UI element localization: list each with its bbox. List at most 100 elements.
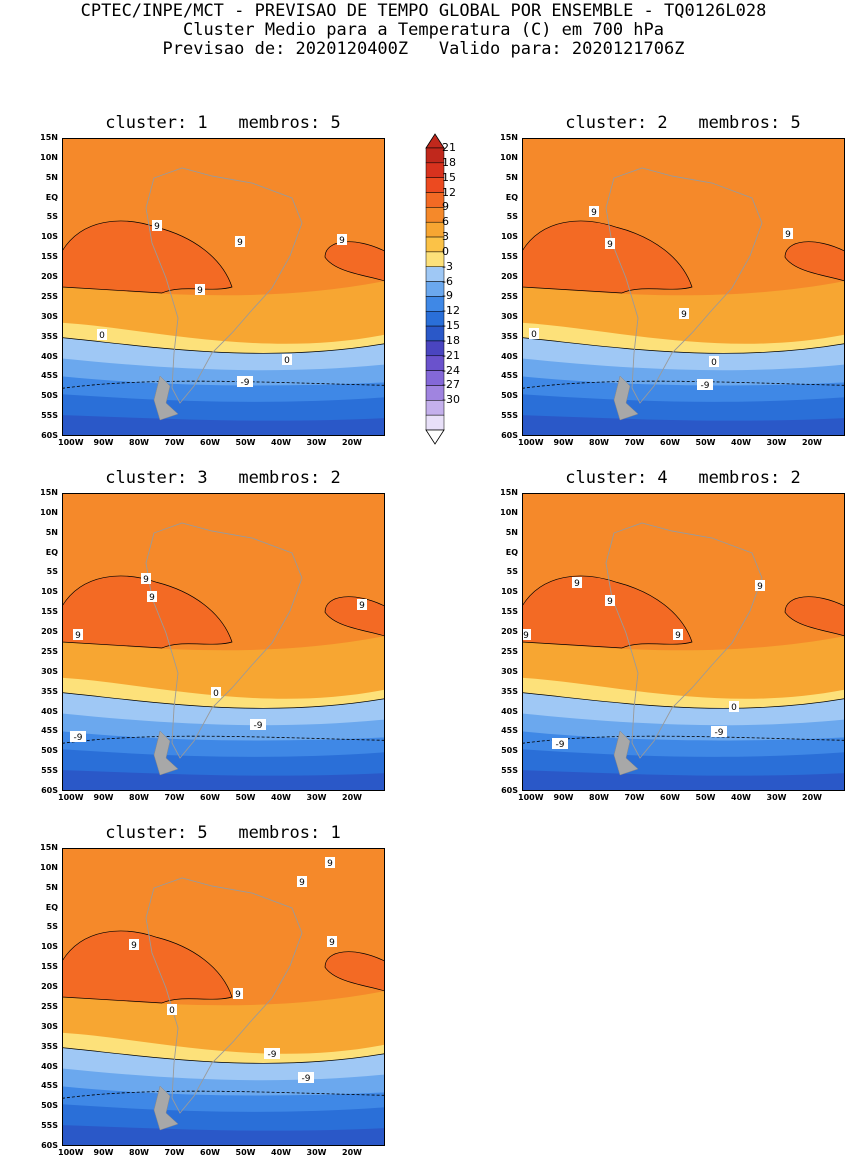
lat-tick-label: 60S [41, 1141, 58, 1150]
lat-tick-label: 20S [501, 627, 518, 637]
lat-tick-label: 15N [40, 488, 58, 497]
lat-tick-label: 25S [501, 291, 518, 301]
contour-label: 9 [152, 220, 162, 232]
contour-label: -9 [697, 379, 713, 391]
lat-tick-label: 60S [501, 431, 518, 440]
temperature-map: 9 9 9 9 0 0 -9 [62, 138, 385, 436]
lon-tick-label: 30W [306, 438, 327, 447]
lat-tick-label: 60S [41, 431, 58, 440]
svg-text:9: 9 [339, 236, 345, 246]
lat-tick-label: 30S [41, 311, 58, 321]
lat-tick-label: 45S [41, 726, 58, 736]
contour-label: -9 [298, 1072, 314, 1084]
lon-tick-label: 70W [164, 1148, 185, 1157]
contour-label: 0 [211, 687, 221, 699]
lon-tick-label: 50W [695, 793, 716, 802]
colorbar-level-label: -21 [442, 348, 460, 362]
lat-tick-label: EQ [45, 902, 58, 912]
contour-label: 0 [167, 1004, 177, 1016]
lon-tick-label: 100W [58, 793, 84, 802]
svg-text:9: 9 [523, 631, 529, 641]
contour-label: 0 [729, 701, 739, 713]
lon-tick-label: 90W [553, 793, 574, 802]
lat-tick-label: 15N [40, 133, 58, 142]
colorbar-segment [425, 414, 445, 431]
lon-tick-label: 80W [589, 438, 609, 447]
svg-text:9: 9 [235, 990, 241, 1000]
lon-tick-label: 40W [731, 793, 751, 802]
lon-tick-label: 30W [306, 793, 327, 802]
lon-tick-label: 80W [589, 793, 609, 802]
lat-tick-label: 5N [45, 172, 58, 182]
subtitle: Cluster Medio para a Temperatura (C) em … [182, 20, 665, 40]
lat-tick-label: 40S [501, 706, 518, 716]
temperature-map: 9 9 9 9 0 0 -9 [522, 138, 845, 436]
svg-text:9: 9 [359, 601, 365, 611]
svg-text:9: 9 [681, 310, 687, 320]
lat-tick-label: 10S [41, 587, 58, 597]
lon-tick-label: 70W [164, 793, 185, 802]
svg-text:9: 9 [237, 238, 243, 248]
lat-tick-label: 10N [500, 152, 518, 162]
lat-tick-label: 30S [41, 666, 58, 676]
lat-tick-label: 5N [45, 882, 58, 892]
lon-tick-label: 50W [235, 1148, 256, 1157]
lon-tick-label: 50W [235, 793, 256, 802]
panel-title: cluster: 4 membros: 2 [565, 468, 801, 488]
lon-tick-label: 40W [271, 1148, 291, 1157]
svg-text:9: 9 [143, 575, 149, 585]
lat-tick-label: 40S [41, 1061, 58, 1071]
colorbar-level-label: -12 [442, 304, 460, 318]
lon-tick-label: 80W [129, 793, 149, 802]
lat-tick-label: 10N [40, 152, 58, 162]
contour-label: 9 [755, 580, 765, 592]
lon-tick-label: 20W [802, 793, 822, 802]
lat-tick-label: EQ [45, 547, 58, 557]
lat-tick-label: 50S [501, 391, 518, 401]
lat-tick-label: 25S [41, 291, 58, 301]
contour-label: 9 [783, 228, 793, 240]
lat-tick-label: EQ [45, 192, 58, 202]
svg-text:9: 9 [75, 631, 81, 641]
contour-label: 9 [141, 573, 151, 585]
contour-label: 0 [529, 328, 539, 340]
contour-label: 9 [327, 936, 337, 948]
svg-text:0: 0 [711, 358, 717, 368]
contour-label: -9 [711, 726, 727, 738]
panel-title: cluster: 2 membros: 5 [565, 113, 801, 133]
lat-tick-label: 5N [505, 172, 518, 182]
lat-tick-label: 55S [501, 766, 518, 776]
lat-tick-label: 55S [41, 1121, 58, 1131]
lon-tick-label: 100W [58, 438, 84, 447]
svg-text:9: 9 [197, 286, 203, 296]
colorbar-level-label: -24 [442, 363, 460, 377]
svg-text:-9: -9 [302, 1074, 311, 1084]
colorbar-level-label: 9 [442, 200, 449, 214]
lat-tick-label: 55S [41, 766, 58, 776]
lon-tick-label: 50W [235, 438, 256, 447]
contour-label: 9 [337, 234, 347, 246]
svg-text:9: 9 [149, 593, 155, 603]
lon-tick-label: 70W [624, 793, 645, 802]
lat-tick-label: 5S [46, 212, 58, 222]
lat-tick-label: 30S [501, 666, 518, 676]
lat-tick-label: 15N [500, 488, 518, 497]
contour-label: 9 [147, 591, 157, 603]
svg-text:9: 9 [591, 208, 597, 218]
lat-tick-label: 5S [506, 567, 518, 577]
lat-tick-label: 10S [41, 942, 58, 952]
svg-text:0: 0 [99, 331, 105, 341]
colorbar-level-label: -3 [442, 259, 453, 273]
contour-label: 0 [97, 329, 107, 341]
lon-tick-label: 20W [342, 438, 362, 447]
lat-tick-label: 25S [501, 646, 518, 656]
lat-tick-label: 50S [41, 1101, 58, 1111]
lon-tick-label: 90W [553, 438, 574, 447]
main-title: CPTEC/INPE/MCT - PREVISAO DE TEMPO GLOBA… [80, 1, 767, 21]
lat-tick-label: 20S [41, 982, 58, 992]
lat-tick-label: 25S [41, 646, 58, 656]
lon-tick-label: 30W [766, 438, 787, 447]
colorbar-level-label: 18 [442, 155, 456, 169]
lat-tick-label: 55S [41, 411, 58, 421]
svg-text:9: 9 [574, 579, 580, 589]
